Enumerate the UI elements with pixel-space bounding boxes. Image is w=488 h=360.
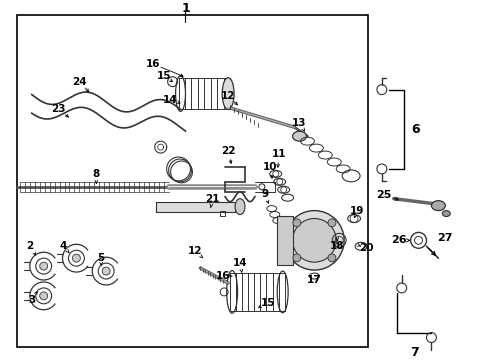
Text: 5: 5 bbox=[98, 253, 104, 263]
Text: 20: 20 bbox=[358, 243, 372, 253]
Ellipse shape bbox=[430, 201, 445, 211]
Ellipse shape bbox=[235, 199, 244, 215]
Ellipse shape bbox=[442, 211, 449, 216]
Text: 3: 3 bbox=[28, 295, 35, 305]
Text: 10: 10 bbox=[262, 162, 277, 172]
Text: 17: 17 bbox=[306, 275, 321, 285]
Bar bbox=[155, 202, 235, 212]
Text: 14: 14 bbox=[163, 95, 178, 104]
Text: 14: 14 bbox=[232, 258, 247, 268]
Circle shape bbox=[40, 292, 47, 300]
Text: 7: 7 bbox=[409, 346, 418, 359]
Text: 12: 12 bbox=[188, 246, 202, 256]
Text: 26: 26 bbox=[390, 235, 406, 245]
Text: 6: 6 bbox=[410, 123, 419, 136]
Text: 23: 23 bbox=[51, 104, 66, 114]
Text: 25: 25 bbox=[375, 190, 391, 200]
Circle shape bbox=[327, 219, 335, 227]
Text: 15: 15 bbox=[156, 71, 171, 81]
Text: 22: 22 bbox=[221, 146, 235, 156]
Circle shape bbox=[102, 267, 110, 275]
Text: 8: 8 bbox=[92, 169, 100, 179]
Text: 13: 13 bbox=[292, 118, 306, 128]
Text: 11: 11 bbox=[271, 149, 285, 159]
Text: 12: 12 bbox=[221, 91, 235, 100]
Circle shape bbox=[327, 254, 335, 262]
Text: 18: 18 bbox=[329, 241, 344, 251]
Circle shape bbox=[72, 254, 80, 262]
Text: 27: 27 bbox=[437, 233, 452, 243]
Bar bbox=[276, 216, 292, 265]
Text: 16: 16 bbox=[216, 271, 230, 281]
Circle shape bbox=[292, 254, 300, 262]
Circle shape bbox=[40, 262, 47, 270]
Bar bbox=[17, 15, 367, 347]
Text: 2: 2 bbox=[26, 241, 33, 251]
Text: 1: 1 bbox=[181, 2, 189, 15]
Text: 21: 21 bbox=[204, 194, 219, 204]
Circle shape bbox=[292, 219, 336, 262]
Circle shape bbox=[284, 211, 344, 270]
Ellipse shape bbox=[292, 131, 306, 141]
Text: 19: 19 bbox=[349, 206, 364, 216]
Bar bbox=[220, 211, 224, 216]
Ellipse shape bbox=[222, 78, 234, 109]
Text: 24: 24 bbox=[72, 77, 86, 87]
Text: 16: 16 bbox=[145, 59, 160, 69]
Text: 15: 15 bbox=[260, 298, 274, 308]
Text: 4: 4 bbox=[60, 241, 67, 251]
Text: 9: 9 bbox=[261, 189, 268, 199]
Circle shape bbox=[292, 219, 300, 227]
